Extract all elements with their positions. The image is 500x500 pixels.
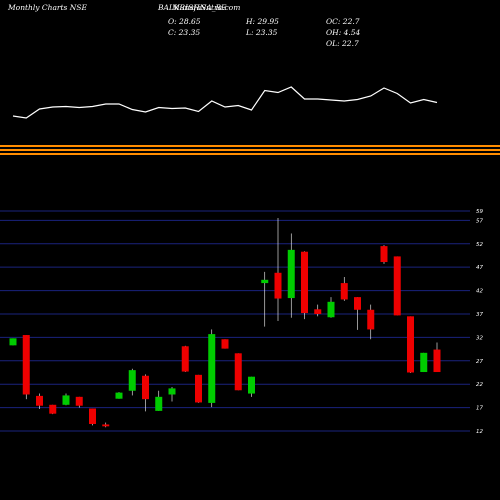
candle-body: [128, 370, 136, 391]
candle-body: [340, 283, 348, 300]
candle-body: [420, 352, 428, 373]
high-value: H: 29.95: [246, 17, 279, 26]
y-tick-label: 12: [476, 429, 483, 435]
candle-body: [181, 346, 189, 372]
candle-body: [301, 251, 308, 314]
candle-body: [433, 349, 441, 373]
candle-body: [274, 272, 282, 299]
separator-band: [0, 153, 500, 155]
candle-body: [9, 338, 17, 346]
candle-body: [168, 388, 176, 395]
candle-body: [142, 375, 149, 400]
candle-body: [75, 396, 83, 406]
candle-body: [221, 339, 229, 349]
candle-body: [287, 249, 295, 299]
candle-body: [195, 374, 202, 403]
candle-body: [393, 256, 401, 316]
y-tick-label: 27: [476, 359, 483, 365]
y-tick-label: 47: [476, 265, 483, 271]
candle-body: [261, 279, 269, 284]
y-tick-label: 59: [476, 209, 483, 215]
close-value: C: 23.35: [168, 28, 201, 37]
low-value: L: 23.35: [246, 28, 278, 37]
candle-body: [49, 404, 57, 414]
watermark-label: MunafaSutra.com: [172, 3, 241, 12]
candle-body: [234, 353, 242, 391]
separator-band: [0, 145, 500, 147]
candle-body: [327, 301, 335, 318]
candle-body: [367, 309, 375, 330]
candle-body: [248, 376, 255, 394]
y-tick-label: 32: [476, 335, 483, 341]
candle-body: [62, 395, 70, 405]
y-tick-label: 17: [476, 406, 483, 412]
y-tick-label: 57: [476, 218, 483, 224]
oh-value: OH: 4.54: [326, 28, 361, 37]
candle-body: [354, 297, 361, 310]
y-tick-label: 42: [476, 289, 483, 295]
chart-caption: Monthly Charts NSE: [8, 3, 87, 12]
y-tick-label: 37: [476, 312, 483, 318]
y-tick-label: 52: [476, 242, 483, 248]
candle-body: [380, 246, 388, 263]
open-value: O: 28.65: [168, 17, 201, 26]
candle-body: [22, 335, 30, 395]
candle-body: [208, 334, 216, 403]
candle-body: [155, 396, 163, 411]
y-tick-label: 22: [476, 382, 483, 388]
candle-body: [89, 408, 96, 424]
oc-value: OC: 22.7: [326, 17, 360, 26]
candle-body: [115, 392, 123, 399]
volume-line: [12, 86, 438, 119]
candle-body: [407, 316, 414, 373]
candle-body: [314, 309, 322, 314]
separator-band: [0, 149, 500, 151]
candle-body: [36, 395, 43, 406]
candle-body: [102, 424, 110, 427]
symbol-label: BALKRISHNA_BE: [158, 3, 227, 12]
ol-value: OL: 22.7: [326, 39, 359, 48]
